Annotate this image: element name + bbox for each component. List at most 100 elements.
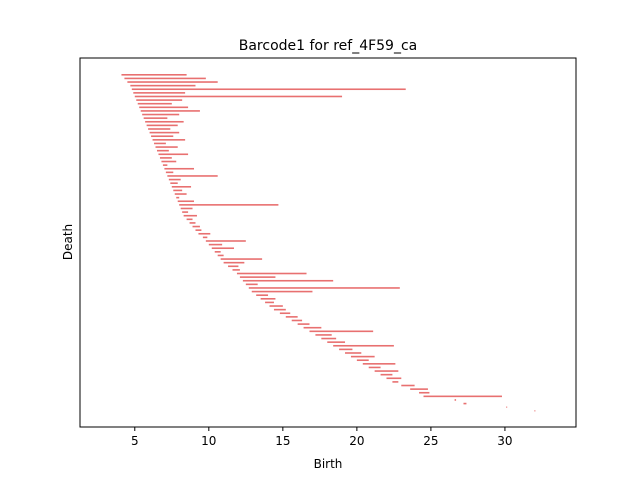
barcode-bar — [239, 276, 276, 278]
barcode-bar — [463, 402, 467, 405]
barcode-bar — [211, 247, 234, 250]
barcode-bar — [368, 366, 381, 369]
barcode-bar — [146, 124, 178, 127]
barcode-bar — [362, 363, 396, 365]
barcode-bar — [168, 178, 181, 181]
barcode-bar — [155, 146, 178, 148]
barcode-bar — [251, 290, 313, 293]
barcode-bar — [158, 153, 189, 156]
barcode-bar — [186, 218, 193, 221]
barcode-bar — [380, 373, 393, 376]
x-tick-label: 30 — [497, 434, 512, 448]
barcode-bar — [170, 182, 178, 184]
x-tick-label: 20 — [349, 434, 364, 448]
barcode-bar — [419, 391, 430, 394]
x-tick-label: 10 — [201, 434, 216, 448]
barcode-bar — [139, 106, 189, 109]
barcode-bar — [167, 175, 218, 177]
barcode-bar — [202, 236, 208, 239]
barcode-bar — [149, 131, 180, 134]
barcode-bar — [506, 406, 508, 408]
barcode-bar — [179, 204, 279, 206]
barcode-bar — [386, 377, 402, 380]
barcode-bar — [205, 240, 246, 242]
barcode-bar — [309, 330, 374, 333]
barcode-bar — [285, 316, 298, 318]
barcode-bar — [140, 110, 200, 112]
barcode-bar — [143, 117, 168, 119]
barcode-bar — [176, 196, 180, 199]
barcode-bar — [162, 164, 168, 166]
barcode-bar — [260, 298, 276, 300]
barcode-bar — [345, 352, 362, 354]
x-axis-label: Birth — [314, 457, 343, 471]
x-tick-label: 25 — [423, 434, 438, 448]
barcode-bar — [165, 171, 174, 174]
barcode-bar — [265, 301, 274, 304]
barcode-bar — [392, 381, 399, 383]
barcode-bar — [374, 370, 399, 372]
barcode-bar — [242, 279, 334, 282]
plot-frame — [79, 57, 577, 428]
barcode-bar — [220, 258, 263, 260]
barcode-bar — [339, 348, 353, 351]
barcode-bar — [198, 232, 211, 235]
barcode-bar — [171, 186, 192, 188]
bars-layer — [121, 74, 536, 412]
barcode-bar — [356, 359, 369, 362]
barcode-bar — [136, 99, 183, 101]
y-axis-label: Death — [61, 224, 75, 260]
barcode-bar — [401, 384, 415, 387]
x-tick-label: 5 — [131, 434, 139, 448]
barcode-bar — [148, 128, 171, 130]
barcode-bar — [137, 102, 172, 105]
barcode-bar — [192, 225, 200, 228]
x-tick-label: 15 — [275, 434, 290, 448]
barcode-bar — [164, 167, 195, 170]
barcode-bar — [131, 88, 406, 91]
barcode-bar — [154, 142, 166, 145]
barcode-bar — [454, 399, 457, 401]
barcode-bar — [279, 312, 291, 315]
barcode-bar — [124, 77, 206, 80]
barcode-bar — [177, 200, 195, 203]
barcode-bar — [273, 308, 286, 311]
barcode-bar — [142, 113, 180, 116]
barcode-bar — [297, 323, 310, 325]
barcode-bar — [182, 211, 189, 213]
barcode-bar — [127, 81, 218, 83]
barcode-bar — [133, 92, 186, 94]
chart-title: Barcode1 for ref_4F59_ca — [239, 38, 418, 54]
barcode-bar — [315, 334, 332, 336]
barcode-bar — [350, 355, 375, 358]
barcode-bar — [208, 243, 223, 246]
barcode-bar — [174, 193, 187, 195]
barcode-bar — [152, 139, 186, 141]
barcode-bar — [183, 214, 197, 217]
barcode-bar — [161, 160, 177, 163]
x-axis: 5 10 15 20 25 30 — [131, 427, 513, 448]
barcode-bar — [232, 269, 240, 271]
barcode-bar — [151, 135, 174, 138]
barcode-bar — [195, 229, 202, 231]
barcode-bar — [130, 84, 196, 87]
barcode-bar — [217, 254, 224, 257]
barcode-bar — [173, 189, 183, 192]
barcode-bar — [156, 149, 169, 152]
barcode-bar — [410, 388, 428, 390]
barcode-bar — [327, 341, 346, 343]
barcode-bar — [189, 222, 196, 224]
barcode-bar — [145, 120, 184, 123]
barcode-bar — [321, 337, 337, 340]
barcode-bar — [256, 294, 269, 296]
barcode-bar — [223, 261, 245, 264]
barcode-bar — [214, 251, 221, 253]
barcode-bar — [291, 319, 303, 322]
barcode-bar — [236, 272, 307, 275]
barcode-bar — [134, 95, 343, 98]
barcode-bar — [534, 410, 536, 412]
barcode-bar — [159, 157, 172, 159]
barcode-bar — [121, 74, 187, 76]
